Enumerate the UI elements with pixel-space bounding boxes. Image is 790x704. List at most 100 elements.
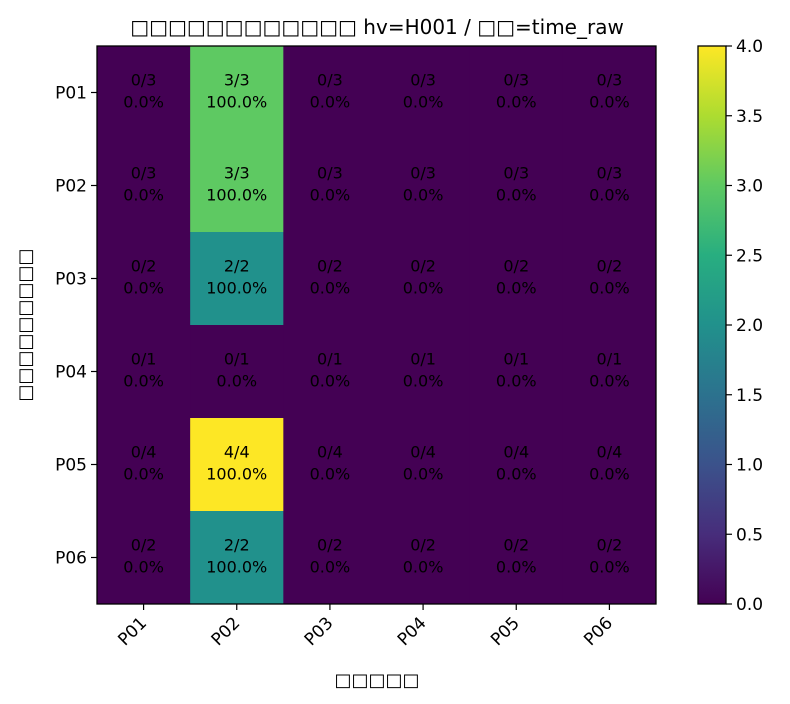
heatmap-cell — [469, 511, 564, 605]
heatmap-cell — [283, 511, 377, 605]
cell-percent-label: 0.0% — [496, 93, 537, 112]
cell-percent-label: 0.0% — [310, 465, 351, 484]
heatmap-cell — [376, 232, 471, 326]
colorbar-gradient — [698, 46, 726, 604]
cell-percent-label: 0.0% — [310, 558, 351, 577]
y-tick-label: P05 — [55, 456, 87, 476]
heatmap-cell — [376, 46, 471, 140]
x-tick-label: P05 — [487, 613, 524, 650]
y-axis-label: □□□□□□□□□ — [15, 248, 36, 401]
cell-count-label: 0/1 — [597, 350, 623, 369]
cell-percent-label: 0.0% — [123, 186, 164, 205]
cell-percent-label: 100.0% — [206, 558, 267, 577]
heatmap-cell — [97, 46, 191, 140]
heatmap-cell — [562, 418, 657, 512]
heatmap-cell — [97, 325, 191, 419]
plot-frame — [96, 45, 657, 605]
cell-count-label: 0/2 — [503, 257, 529, 276]
x-axis: P01 P02 P03 P04 P05 P06 — [114, 604, 617, 650]
y-tick-label: P03 — [55, 270, 87, 290]
cell-count-label: 0/2 — [131, 536, 157, 555]
colorbar-tick-label: 3.5 — [736, 107, 763, 127]
heatmap-cell — [190, 232, 284, 326]
cell-percent-label: 0.0% — [403, 372, 444, 391]
heatmap-cell — [283, 325, 377, 419]
x-tick-label: P06 — [580, 613, 617, 650]
cell-count-label: 0/2 — [317, 257, 343, 276]
cell-percent-label: 0.0% — [589, 465, 630, 484]
heatmap-cell — [283, 139, 377, 233]
heatmap-cell — [97, 232, 191, 326]
cell-count-label: 0/3 — [317, 164, 343, 183]
cell-count-label: 0/3 — [131, 164, 157, 183]
colorbar-tick-label: 2.0 — [736, 316, 763, 336]
cell-count-label: 0/2 — [410, 257, 436, 276]
y-tick-label: P04 — [55, 363, 87, 383]
cell-count-label: 4/4 — [224, 443, 250, 462]
colorbar-tick-label: 1.5 — [736, 386, 763, 406]
y-tick-label: P06 — [55, 549, 87, 569]
cell-count-label: 0/4 — [410, 443, 436, 462]
heatmap-cell — [562, 46, 657, 140]
y-tick-label: P02 — [55, 177, 87, 197]
cell-percent-label: 0.0% — [310, 186, 351, 205]
heatmap-cell — [562, 232, 657, 326]
cell-count-label: 0/4 — [131, 443, 157, 462]
cell-percent-label: 0.0% — [123, 93, 164, 112]
heatmap-cell — [376, 325, 471, 419]
cell-percent-label: 100.0% — [206, 279, 267, 298]
cell-percent-label: 0.0% — [496, 558, 537, 577]
heatmap-cell — [190, 46, 284, 140]
cell-count-label: 0/3 — [131, 71, 157, 90]
cell-count-label: 2/2 — [224, 536, 250, 555]
heatmap-cell — [469, 232, 564, 326]
heatmap-cell — [562, 139, 657, 233]
x-tick-label: P02 — [208, 613, 245, 650]
cell-percent-label: 0.0% — [123, 465, 164, 484]
cell-count-label: 0/1 — [503, 350, 529, 369]
cell-percent-label: 0.0% — [403, 279, 444, 298]
cell-count-label: 0/2 — [131, 257, 157, 276]
cell-count-label: 0/2 — [597, 536, 623, 555]
colorbar-tick-label: 1.0 — [736, 456, 763, 476]
heatmap-cell — [190, 325, 284, 419]
cell-percent-label: 0.0% — [310, 372, 351, 391]
cell-count-label: 0/2 — [597, 257, 623, 276]
heatmap-cell — [469, 418, 564, 512]
cell-percent-label: 0.0% — [496, 279, 537, 298]
cell-count-label: 0/3 — [410, 71, 436, 90]
cell-count-label: 0/3 — [503, 164, 529, 183]
x-tick-label: P04 — [394, 613, 431, 650]
cell-percent-label: 0.0% — [403, 93, 444, 112]
cell-percent-label: 100.0% — [206, 465, 267, 484]
cell-percent-label: 0.0% — [310, 279, 351, 298]
cell-percent-label: 0.0% — [589, 93, 630, 112]
colorbar-tick-label: 0.0 — [736, 595, 763, 615]
cell-percent-label: 0.0% — [589, 558, 630, 577]
cell-count-label: 3/3 — [224, 164, 250, 183]
heatmap-cell — [97, 139, 191, 233]
heatmap-cell — [283, 418, 377, 512]
heatmap-cell — [469, 139, 564, 233]
colorbar-tick-label: 0.5 — [736, 525, 763, 545]
cell-count-label: 0/3 — [503, 71, 529, 90]
cell-percent-label: 0.0% — [123, 279, 164, 298]
cell-count-label: 0/1 — [131, 350, 157, 369]
cell-count-label: 0/1 — [317, 350, 343, 369]
x-tick-label: P03 — [301, 613, 338, 650]
heatmap-cell-labels: 0/3 0.0% 3/3 100.0% 0/3 0.0% 0/3 0.0% 0/3 0.0% 0/3… — [123, 71, 629, 577]
cell-percent-label: 0.0% — [589, 186, 630, 205]
heatmap-cell — [190, 511, 284, 605]
heatmap-cell — [190, 139, 284, 233]
heatmap-cell — [283, 46, 377, 140]
cell-percent-label: 0.0% — [123, 558, 164, 577]
y-tick-label: P01 — [55, 84, 87, 104]
cell-count-label: 0/1 — [410, 350, 436, 369]
cell-count-label: 0/1 — [224, 350, 250, 369]
heatmap-cell — [97, 511, 191, 605]
heatmap-cell — [190, 418, 284, 512]
cell-percent-label: 0.0% — [216, 372, 257, 391]
heatmap-cell — [376, 139, 471, 233]
cell-count-label: 2/2 — [224, 257, 250, 276]
cell-percent-label: 0.0% — [496, 465, 537, 484]
